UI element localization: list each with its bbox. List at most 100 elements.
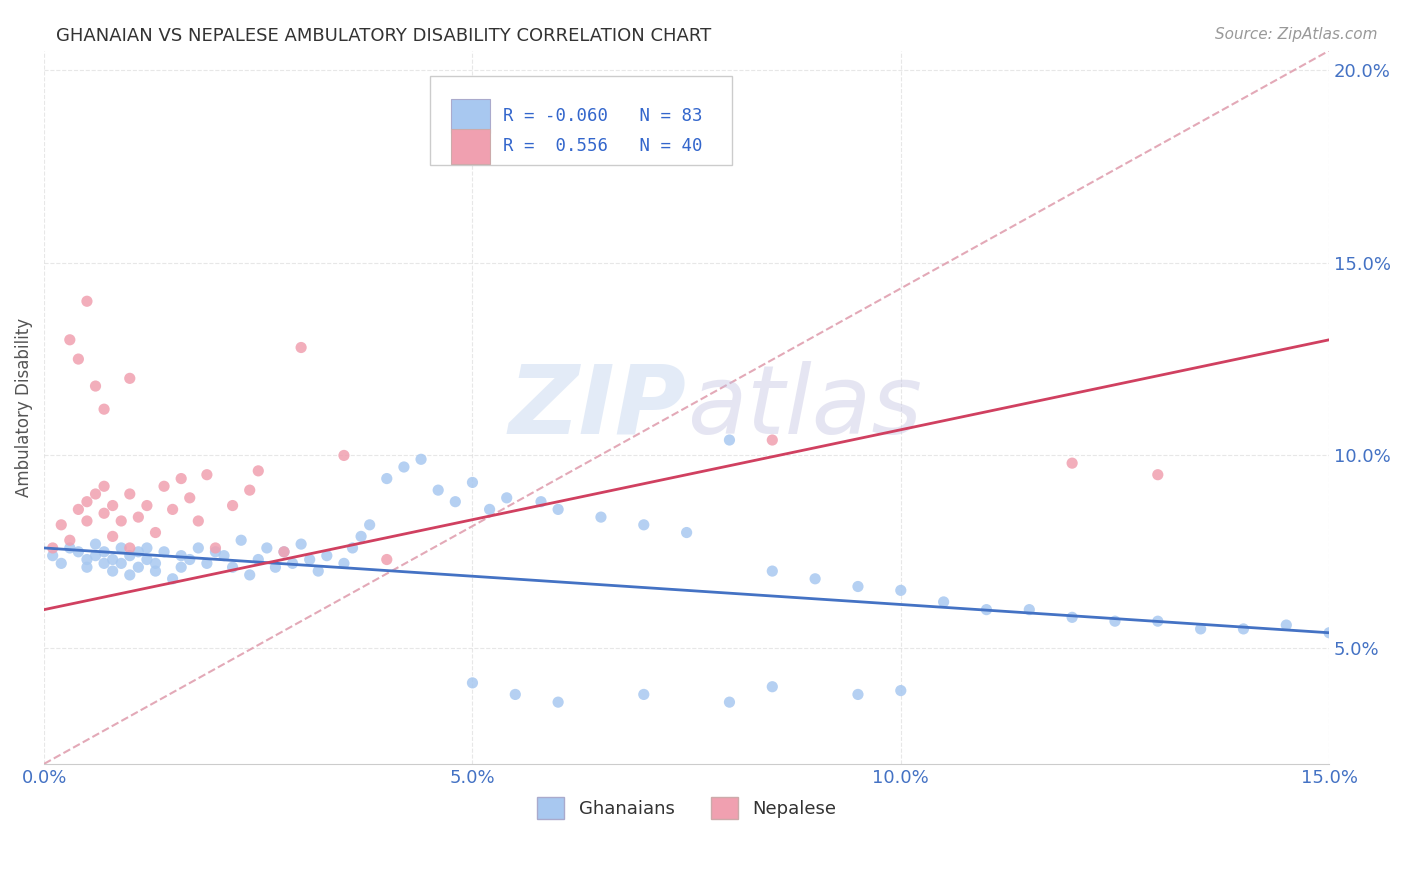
Point — [461, 676, 484, 690]
Point — [84, 549, 107, 563]
Point — [195, 467, 218, 482]
Point — [333, 449, 356, 463]
Point — [290, 341, 312, 355]
Point — [110, 541, 132, 555]
Point — [333, 557, 356, 571]
Point — [76, 552, 98, 566]
Point — [932, 595, 955, 609]
Point — [153, 479, 176, 493]
Point — [145, 525, 167, 540]
Point — [273, 545, 295, 559]
Point — [59, 533, 82, 548]
Point — [187, 541, 209, 555]
Point — [846, 688, 869, 702]
Point — [221, 560, 243, 574]
Point — [315, 549, 337, 563]
Point — [427, 483, 450, 497]
Point — [307, 564, 329, 578]
Point — [212, 549, 235, 563]
Text: atlas: atlas — [686, 360, 921, 454]
Point — [478, 502, 501, 516]
Point — [1317, 625, 1340, 640]
Point — [761, 433, 783, 447]
Point — [298, 552, 321, 566]
Point — [495, 491, 517, 505]
FancyBboxPatch shape — [451, 99, 491, 133]
Point — [1062, 610, 1084, 624]
Point — [179, 491, 201, 505]
Point — [976, 602, 998, 616]
Point — [162, 572, 184, 586]
Point — [718, 433, 741, 447]
Point — [281, 557, 304, 571]
Point — [67, 502, 90, 516]
Point — [1275, 618, 1298, 632]
Point — [93, 545, 115, 559]
Point — [221, 499, 243, 513]
Point — [153, 545, 176, 559]
Point — [118, 568, 141, 582]
Point — [1104, 614, 1126, 628]
Point — [84, 379, 107, 393]
Point — [461, 475, 484, 490]
Point — [135, 552, 157, 566]
Point — [51, 557, 73, 571]
Point — [127, 510, 149, 524]
Point — [444, 494, 467, 508]
Point — [145, 564, 167, 578]
Point — [179, 552, 201, 566]
Point — [127, 560, 149, 574]
Point — [101, 499, 124, 513]
Point — [547, 695, 569, 709]
Point — [187, 514, 209, 528]
Point — [273, 545, 295, 559]
Text: ZIP: ZIP — [509, 360, 686, 454]
Point — [804, 572, 827, 586]
Point — [231, 533, 253, 548]
Point — [118, 549, 141, 563]
Point — [1062, 456, 1084, 470]
FancyBboxPatch shape — [451, 129, 491, 163]
Point — [290, 537, 312, 551]
Point — [93, 506, 115, 520]
Point — [1146, 614, 1168, 628]
Point — [1232, 622, 1254, 636]
Point — [84, 537, 107, 551]
Point — [51, 517, 73, 532]
Point — [101, 564, 124, 578]
Point — [204, 541, 226, 555]
Point — [76, 294, 98, 309]
Point — [170, 560, 193, 574]
Point — [135, 499, 157, 513]
Point — [41, 541, 63, 555]
Point — [547, 502, 569, 516]
Point — [170, 549, 193, 563]
Point — [145, 557, 167, 571]
Point — [247, 464, 270, 478]
Point — [67, 352, 90, 367]
Point — [239, 483, 262, 497]
Legend: Ghanaians, Nepalese: Ghanaians, Nepalese — [530, 789, 844, 826]
Point — [59, 541, 82, 555]
Point — [342, 541, 364, 555]
Point — [195, 557, 218, 571]
Point — [101, 552, 124, 566]
Point — [93, 402, 115, 417]
FancyBboxPatch shape — [430, 76, 731, 165]
Point — [761, 680, 783, 694]
Point — [846, 580, 869, 594]
Point — [409, 452, 432, 467]
Point — [118, 541, 141, 555]
Point — [589, 510, 612, 524]
Point — [761, 564, 783, 578]
Point — [93, 479, 115, 493]
Point — [76, 560, 98, 574]
Point — [93, 557, 115, 571]
Point — [135, 541, 157, 555]
Point — [530, 494, 553, 508]
Point — [101, 529, 124, 543]
Point — [118, 487, 141, 501]
Point — [890, 583, 912, 598]
Point — [110, 514, 132, 528]
Point — [890, 683, 912, 698]
